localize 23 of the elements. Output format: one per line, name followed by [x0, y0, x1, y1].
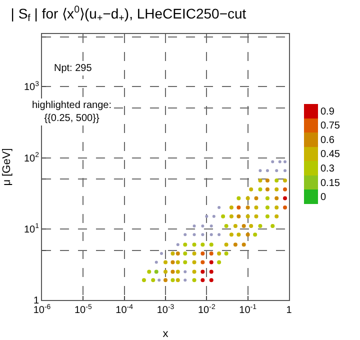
x-tick-label: 10$^{-1}$	[239, 304, 257, 316]
color-bar-label: 0.9	[320, 106, 335, 118]
color-bar-label: 0.75	[320, 120, 340, 132]
color-bar-label: 0.6	[320, 134, 335, 146]
y-tick-label: 1	[33, 296, 40, 306]
x-tick-label: 10$^{-3}$	[156, 304, 174, 316]
annotation: Npt: 295	[54, 63, 92, 74]
x-tick-label: 10$^{-6}$	[33, 304, 51, 316]
x-tick-label: 10$^{-4}$	[116, 304, 134, 316]
color-bar-label: 0	[320, 192, 326, 204]
x-axis-title: x	[162, 328, 169, 340]
y-tick-label: 10$^{3}$	[24, 80, 40, 94]
color-bar-label: 0.45	[320, 149, 340, 160]
color-bar-label: 0.3	[320, 163, 335, 174]
chart-title: | S$_{f}$ | for ⟨x$^{0}$⟩(u$_{+}$−d$_{+}$), LHeCEIC250−cut	[10, 4, 246, 24]
annotation: highlighted range: {{0.25, 500}}	[32, 100, 112, 124]
x-tick-label: 10$^{-2}$	[198, 304, 216, 316]
x-tick-label: 10$^{-5}$	[74, 304, 92, 316]
x-tick-label: 1	[286, 305, 292, 316]
y-tick-label: 10$^{2}$	[24, 152, 40, 164]
y-axis-title: μ [GeV]	[1, 148, 13, 186]
color-bar-label: 0.15	[320, 178, 340, 189]
y-tick-label: 10$^{1}$	[24, 223, 40, 236]
